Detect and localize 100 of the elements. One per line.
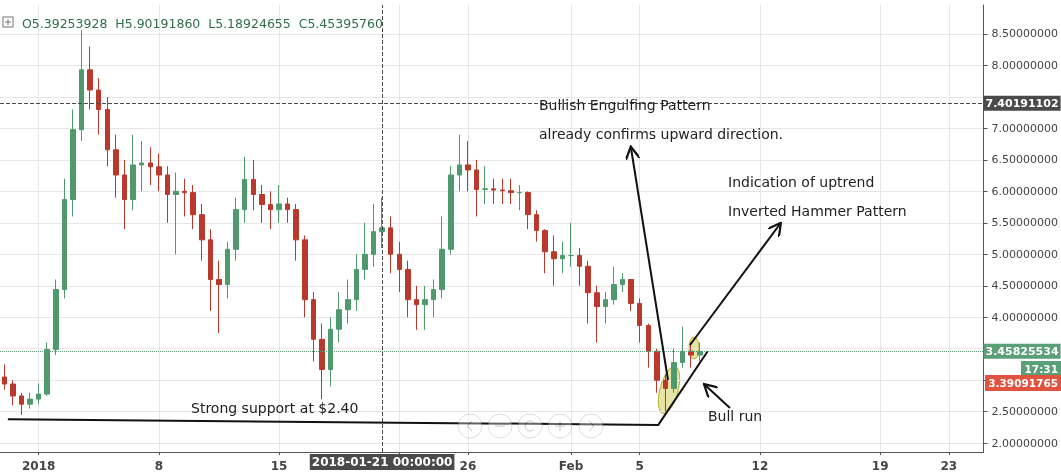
candlestick (611, 266, 617, 306)
candlestick (414, 285, 419, 331)
ref-line-label: 7.40191102 (985, 96, 1059, 110)
y-tick-label: 8.50000000 (991, 27, 1058, 41)
candlestick (285, 197, 290, 224)
candlestick (431, 279, 436, 318)
candlestick (379, 197, 385, 249)
candlestick (422, 285, 428, 331)
y-tick-label: 2.00000000 (991, 436, 1058, 450)
y-tick-label: 7.00000000 (991, 121, 1058, 135)
candlestick (268, 190, 273, 230)
y-tick-label: 2.50000000 (991, 405, 1058, 419)
ref-line-label: 3.45825534 (985, 344, 1059, 358)
candlestick (336, 291, 342, 343)
x-tick-label: Feb (558, 459, 584, 472)
candlestick (620, 272, 625, 293)
x-tick-label: 8 (154, 459, 164, 472)
candlestick (173, 171, 179, 255)
candlestick (302, 234, 308, 318)
annotation: O5.39253928 H5.90191860 L5.18924655 C5.45395760 (22, 16, 384, 31)
candlestick (654, 348, 660, 394)
candlestick (525, 190, 531, 230)
text: 17:31 (1024, 363, 1058, 375)
candlestick (577, 247, 582, 287)
candlestick (96, 77, 101, 136)
annotation: Indication of uptrend (728, 174, 875, 190)
candlestick (79, 29, 84, 142)
candlestick (603, 291, 608, 325)
candlestick (439, 216, 445, 299)
candlestick (637, 297, 642, 343)
candlestick (311, 291, 316, 362)
candlestick (225, 241, 230, 299)
candlestick (148, 146, 153, 186)
candlestick (105, 96, 110, 167)
candlestick (36, 382, 41, 405)
candlestick (208, 228, 213, 312)
candlestick (319, 323, 325, 400)
candlestick (70, 109, 76, 218)
x-tick-label: 26 (459, 459, 477, 472)
candlestick (113, 134, 119, 199)
y-tick-label: 6.00000000 (991, 184, 1058, 198)
candlestick (371, 203, 376, 268)
candlestick (345, 279, 351, 325)
candlestick (259, 184, 265, 224)
candlestick (482, 165, 488, 205)
candlestick (27, 392, 33, 410)
y-tick-label: 6.50000000 (991, 153, 1058, 167)
candlestick (276, 184, 282, 224)
candlestick (542, 228, 548, 274)
ref-line-label: 2018-01-21 00:00:00 (311, 455, 453, 469)
annotation: Inverted Hammer Pattern (728, 203, 907, 219)
x-tick-label: 2018 (21, 459, 56, 472)
y-tick-label: 5.00000000 (991, 247, 1058, 261)
candlestick (190, 184, 196, 230)
candlestick (233, 197, 239, 262)
candlestick (560, 241, 565, 274)
candlestick (405, 260, 411, 318)
candlestick (465, 140, 471, 192)
x-tick-label: 19 (871, 459, 889, 472)
candlestick (182, 178, 187, 218)
candlestick (362, 222, 368, 280)
candlestick (474, 159, 479, 218)
candlestick (397, 241, 402, 293)
candlestick (628, 279, 634, 312)
candlestick (663, 373, 668, 413)
y-tick-label: 4.50000000 (991, 279, 1058, 293)
candlestick (534, 209, 539, 243)
candlestick (517, 184, 522, 211)
annotation: already confirms upward direction. (539, 126, 784, 142)
candlestick (10, 379, 16, 406)
x-tick-label: 5 (635, 459, 644, 472)
candlestick (457, 134, 462, 192)
candlestick (156, 153, 162, 192)
candlestick (568, 222, 574, 268)
candlestick (130, 134, 136, 211)
annotation: Strong support at $2.40 (191, 400, 359, 416)
x-tick-label: 12 (751, 459, 769, 472)
candlestick (293, 203, 299, 262)
candlestick (19, 392, 24, 416)
candlestick (251, 159, 256, 211)
text: 3.39091765 (988, 377, 1058, 389)
candlestick (448, 165, 454, 255)
candlestick (688, 341, 694, 369)
candlestick (87, 46, 93, 111)
y-tick-label: 5.50000000 (991, 216, 1058, 230)
candlestick (2, 363, 7, 391)
candlestick (242, 156, 247, 224)
candlestick (646, 323, 651, 369)
candlestick (508, 178, 514, 205)
candlestick (62, 178, 67, 299)
x-tick-label: 15 (270, 459, 288, 472)
candlestick (122, 159, 127, 230)
y-tick-label: 8.00000000 (991, 58, 1058, 72)
annotation: Bull run (708, 408, 763, 424)
x-tick-label: 23 (940, 459, 958, 472)
candlestick (165, 165, 170, 224)
candlestick (139, 140, 144, 192)
candlestick (551, 234, 557, 287)
candlestick (594, 285, 600, 343)
candlestick (388, 216, 393, 274)
